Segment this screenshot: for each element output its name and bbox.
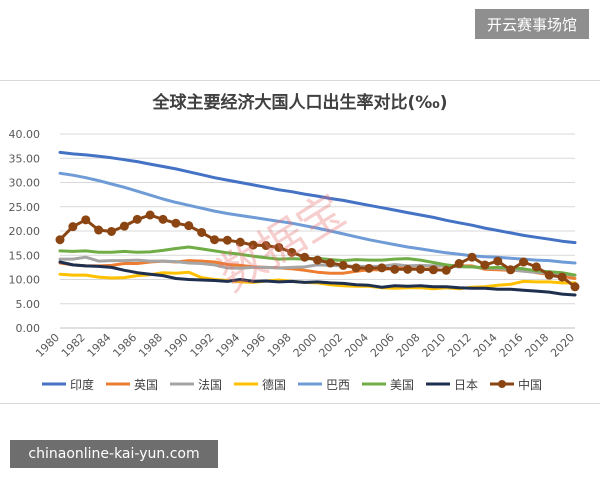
data-point: [197, 227, 207, 237]
x-tick-label: 1990: [162, 331, 191, 360]
legend-label: 英国: [134, 378, 158, 392]
data-point: [416, 264, 425, 274]
x-tick-label: 2008: [394, 331, 423, 360]
legend-label: 中国: [518, 377, 542, 392]
x-tick-label: 2016: [497, 331, 526, 360]
data-point: [377, 263, 387, 273]
data-point: [544, 270, 554, 280]
data-point: [493, 256, 503, 266]
data-point: [313, 255, 322, 265]
gridlines: [60, 133, 575, 329]
x-tick-label: 1984: [85, 331, 114, 360]
legend-label: 日本: [454, 378, 478, 392]
data-point: [454, 258, 464, 268]
data-point: [235, 237, 245, 247]
x-tick-label: 1986: [110, 331, 139, 360]
data-point: [248, 240, 258, 250]
x-tick-label: 1988: [136, 331, 165, 360]
data-point: [403, 264, 413, 274]
x-tick-label: 1992: [188, 331, 217, 360]
data-point: [531, 262, 541, 272]
series-line: [58, 260, 577, 297]
y-tick-label: 10.00: [9, 274, 41, 287]
legend-label: 法国: [198, 378, 222, 392]
y-axis-ticks: 0.00 5.00 10.00 15.00 20.00 25.00 30.00 35.00 40…: [9, 128, 41, 335]
y-tick-label: 25.00: [9, 201, 41, 214]
y-tick-label: 0.00: [16, 322, 41, 335]
data-point: [261, 241, 271, 251]
birth-rate-line-chart: 全球主要经济大国人口出生率对比(‰) 0.00 5.00 10.00 15.00 20.…: [9, 92, 580, 392]
data-point: [184, 221, 194, 231]
y-tick-label: 20.00: [9, 225, 41, 238]
x-tick-label: 2000: [291, 331, 320, 360]
x-tick-label: 2006: [368, 331, 397, 360]
data-point: [325, 258, 335, 268]
legend-marker: [498, 380, 506, 388]
data-point: [145, 210, 155, 220]
data-point: [94, 225, 104, 235]
x-tick-label: 2012: [445, 331, 474, 360]
data-point: [210, 235, 219, 245]
data-point: [68, 222, 78, 232]
x-tick-label: 1982: [59, 331, 88, 360]
data-point: [390, 264, 400, 274]
legend-label: 德国: [262, 377, 286, 392]
x-axis-ticks: 1980198219841986198819901992199419961998…: [33, 331, 577, 360]
data-point: [81, 215, 91, 225]
site-badge: 开云赛事场馆: [475, 9, 589, 39]
data-point: [55, 235, 65, 245]
data-point: [171, 218, 181, 228]
data-point: [158, 214, 168, 224]
x-tick-label: 1980: [33, 331, 62, 360]
data-point: [274, 242, 284, 252]
data-point: [441, 265, 451, 275]
y-tick-label: 15.00: [9, 249, 41, 262]
data-point: [222, 235, 232, 245]
data-point: [300, 252, 310, 262]
data-point: [467, 252, 477, 262]
data-point: [132, 214, 142, 224]
data-point: [119, 221, 129, 231]
x-tick-label: 1996: [239, 331, 268, 360]
x-tick-label: 2020: [548, 331, 577, 360]
data-point: [519, 257, 528, 267]
x-tick-label: 2014: [471, 331, 500, 360]
data-point: [557, 272, 567, 282]
data-point: [570, 282, 580, 292]
x-tick-label: 1994: [213, 331, 242, 360]
y-tick-label: 30.00: [9, 177, 41, 190]
x-tick-label: 2004: [342, 331, 371, 360]
series-line: [58, 150, 577, 245]
legend-label: 巴西: [326, 378, 350, 392]
site-url-banner: chinaonline-kai-yun.com: [10, 440, 218, 468]
data-point: [506, 265, 516, 275]
x-tick-label: 2010: [419, 331, 448, 360]
legend-label: 印度: [70, 377, 94, 392]
chart-panel: 全球主要经济大国人口出生率对比(‰) 0.00 5.00 10.00 15.00 20.…: [0, 80, 600, 404]
data-point: [351, 263, 361, 273]
y-tick-label: 35.00: [9, 152, 41, 165]
y-tick-label: 5.00: [16, 298, 41, 311]
y-tick-label: 40.00: [9, 128, 41, 141]
x-tick-label: 2002: [316, 331, 345, 360]
data-point: [287, 247, 297, 257]
series-line: [58, 171, 577, 265]
chart-title: 全球主要经济大国人口出生率对比(‰): [151, 92, 447, 113]
data-point: [364, 263, 374, 273]
series-lines: [55, 150, 580, 297]
x-tick-label: 2018: [522, 331, 551, 360]
legend-label: 美国: [390, 378, 414, 392]
data-point: [428, 265, 438, 275]
legend: 印度 英国 法国 德国 巴西 美国 日本 中国: [42, 377, 542, 392]
x-tick-label: 1998: [265, 331, 294, 360]
data-point: [107, 226, 116, 236]
data-point: [480, 260, 490, 270]
data-point: [338, 260, 348, 270]
